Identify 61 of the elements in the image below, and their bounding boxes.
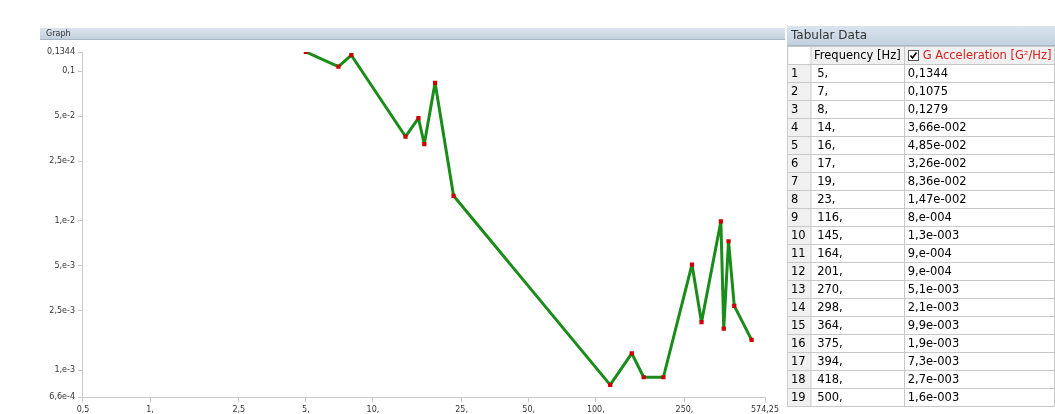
x-tick-label: 50,	[522, 405, 536, 414]
text: 1,3e-003	[904, 226, 1055, 245]
y-tick-label: 0,1344	[46, 47, 75, 57]
text: 8,e-004	[904, 208, 1055, 227]
x-tick-label: 574,25	[751, 405, 779, 414]
text: 0,1075	[904, 82, 1055, 101]
text: 3,26e-002	[904, 154, 1055, 173]
category-label: 11 164,	[791, 246, 843, 260]
y-tick-label: 0,1	[62, 66, 75, 76]
category-label: 3 8,	[791, 102, 829, 116]
category-label: 10 145,	[791, 228, 843, 242]
text: 9,9e-003	[904, 316, 1055, 335]
category-label: 12 201,	[791, 264, 843, 278]
category-label: 8 23,	[791, 192, 836, 206]
x-tick-label: 5,	[302, 405, 310, 414]
category-label: 15 364,	[791, 318, 843, 332]
text: Frequency [Hz]	[787, 46, 905, 65]
category-label: 19 500,	[791, 390, 843, 404]
category-label: 16 375,	[791, 336, 843, 350]
y-tick-label: 6,6e-4	[49, 392, 75, 402]
text: 1,6e-003	[904, 388, 1055, 407]
category-label: 13 270,	[791, 282, 843, 296]
category-label: 2 7,	[791, 84, 829, 98]
text: 3,66e-002	[904, 118, 1055, 137]
category-label: 9 116,	[791, 210, 843, 224]
text: 5,1e-003	[904, 280, 1055, 299]
text: 1,9e-003	[904, 334, 1055, 353]
x-tick-label: 250,	[675, 405, 694, 414]
category-label: 6 17,	[791, 156, 836, 170]
category-label: 5 16,	[791, 138, 836, 152]
category-label: 18 418,	[791, 372, 843, 386]
x-tick-label: 100,	[586, 405, 605, 414]
x-tick-label: 1,	[146, 405, 154, 414]
x-tick-label: 0,5	[76, 405, 90, 414]
category-label: 4 14,	[791, 120, 836, 134]
category-label: 1 5,	[791, 66, 829, 80]
y-tick-label: 5,e-2	[54, 111, 75, 121]
text: 1,47e-002	[904, 190, 1055, 209]
text: Tabular Data	[787, 26, 1055, 46]
x-tick-label: 25,	[455, 405, 469, 414]
y-tick-label: 2,5e-2	[49, 156, 75, 166]
text: 9,e-004	[904, 244, 1055, 263]
chart-title: Graph	[40, 28, 785, 40]
text: 2,7e-003	[904, 370, 1055, 389]
text: 0,1279	[904, 100, 1055, 119]
category-label: 14 298,	[791, 300, 843, 314]
category-label: 7 19,	[791, 174, 836, 188]
text: 2,1e-003	[904, 298, 1055, 317]
text: G Acceleration [G²/Hz]	[922, 48, 1052, 62]
y-tick-label: 2,5e-3	[49, 305, 75, 315]
x-tick-label: 2,5	[232, 405, 246, 414]
text: 9,e-004	[904, 262, 1055, 281]
text: 7,3e-003	[904, 352, 1055, 371]
text: 4,85e-002	[904, 136, 1055, 155]
text: 8,36e-002	[904, 172, 1055, 191]
y-tick-label: 1,e-2	[54, 215, 75, 225]
category-label: 17 394,	[791, 354, 843, 368]
y-tick-label: 1,e-3	[54, 365, 75, 375]
text: 0,1344	[904, 64, 1055, 83]
x-tick-label: 10,	[366, 405, 380, 414]
y-tick-label: 5,e-3	[54, 260, 75, 270]
